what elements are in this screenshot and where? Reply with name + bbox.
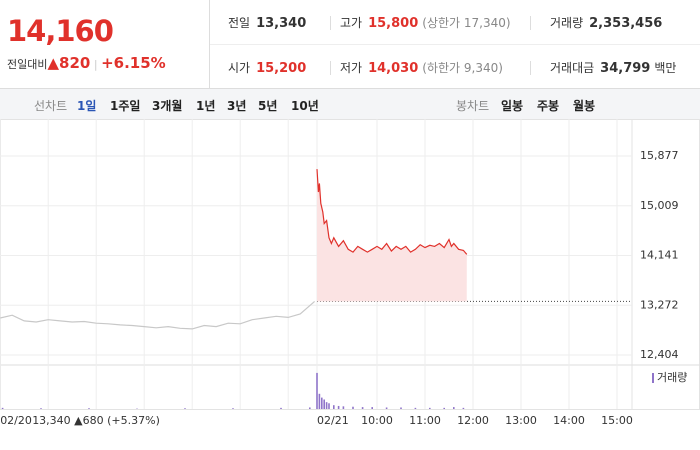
tab-group-label: 봉차트 [456,99,490,113]
volume-bar [400,407,402,409]
info-label: 전일 [228,16,251,30]
info-cell: 고가 15,800 (상한가 17,340) [340,14,511,31]
volume-bar [280,407,282,409]
volume-bar [352,406,354,409]
info-label: 고가 [340,16,363,30]
info-cell: 저가 14,030 (하한가 9,340) [340,59,503,76]
info-label: 저가 [340,61,363,75]
period-tab[interactable]: 3개월 [152,99,183,113]
x-tick-label: 13:00 [505,414,537,427]
volume-bar [333,405,335,409]
volume-bar [361,407,364,409]
info-cell: 시가 15,200 [228,59,306,76]
volume-bar [321,397,323,409]
price: 14,160 [7,14,114,48]
change-pct: +6.15% [101,54,166,72]
tab-group-label: 선차트 [34,99,68,113]
period-tab[interactable]: 3년 [227,99,247,113]
area-fill [317,169,467,302]
row-divider [210,44,700,45]
info-value: 2,353,456 [589,16,663,31]
x-tick-label: 14:00 [553,414,585,427]
legend-swatch [652,373,654,383]
volume-bar [316,372,318,409]
x-tick-label: 10:00 [361,414,393,427]
info-cell: 전일 13,340 [228,14,306,31]
volume-bar [371,407,373,409]
volume-bar [429,407,431,409]
y-tick-label: 13,272 [640,298,679,311]
period-tab[interactable]: 1일 [77,99,97,113]
volume-bar [328,403,330,409]
candle-tab[interactable]: 월봉 [573,99,596,113]
info-note: (하한가 9,340) [422,61,503,75]
info-value: 13,340 [256,16,307,31]
volume-bar [337,405,340,409]
volume-bar [40,408,42,409]
candle-tab[interactable]: 일봉 [501,99,524,113]
change-label: 전일대비 [7,58,48,71]
change: 전일대비▲820 | +6.15% [7,54,166,72]
volume-bar [309,407,311,409]
y-tick-label: 12,404 [640,348,679,361]
separator [530,16,531,30]
volume-bar [443,407,445,409]
volume-bar [1,407,4,409]
period-tab[interactable]: 5년 [258,99,278,113]
info-cell: 거래대금 34,799 백만 [550,59,676,76]
info-value: 14,030 [368,61,419,76]
y-tick-label: 14,141 [640,249,679,262]
chart: 15,877 15,009 14,141 13,272 12,404 02/20 02/21… [0,119,700,427]
price-line [316,169,468,255]
x-tick-label: 02/20 [0,414,32,427]
period-tab[interactable]: 1주일 [110,99,141,113]
volume-bar [318,393,321,409]
separator [330,61,331,75]
volume-bar [385,407,388,409]
y-tick-label: 15,009 [640,199,679,212]
change-value: ▲820 [47,54,91,72]
volume-bar [414,407,417,409]
info-value: 34,799 [600,61,651,76]
tab-bar: 선차트 1일 1주일 3개월 1년 3년 5년 10년 봉차트 일봉 주봉 월봉 [0,89,700,120]
candle-tab[interactable]: 주봉 [537,99,560,113]
info-value: 15,800 [368,16,419,31]
info-unit: 백만 [654,61,677,75]
volume-bar [462,407,465,409]
period-tab[interactable]: 10년 [291,99,319,113]
separator [330,16,331,30]
volume-bar [232,408,234,409]
info-label: 시가 [228,61,251,75]
info-value: 15,200 [256,61,307,76]
x-tick-label: 15:00 [601,414,633,427]
volume-bar [453,407,455,409]
volume-bar [88,408,90,409]
info-cell: 거래량 2,353,456 [550,14,662,31]
prev-note: 13,340 ▲680 (+5.37%) [32,414,160,427]
legend-label: 거래량 [657,371,687,384]
x-tick-label: 02/21 [317,414,349,427]
x-tick-label: 11:00 [409,414,441,427]
period-tab[interactable]: 1년 [196,99,216,113]
price-line [0,300,315,330]
volume-bar [325,402,328,409]
price-box: 14,160 전일대비▲820 | +6.15% [0,0,210,88]
x-tick-label: 12:00 [457,414,489,427]
y-tick-label: 15,877 [640,149,679,162]
info-note: (상한가 17,340) [422,16,511,30]
info-label: 거래량 [550,16,584,30]
volume-bar [342,406,345,409]
volume-bar [323,399,325,409]
info-label: 거래대금 [550,61,595,75]
separator [530,61,531,75]
volume-bar [184,408,186,409]
header: 14,160 전일대비▲820 | +6.15% 전일 13,340 고가 15,80… [0,0,700,89]
